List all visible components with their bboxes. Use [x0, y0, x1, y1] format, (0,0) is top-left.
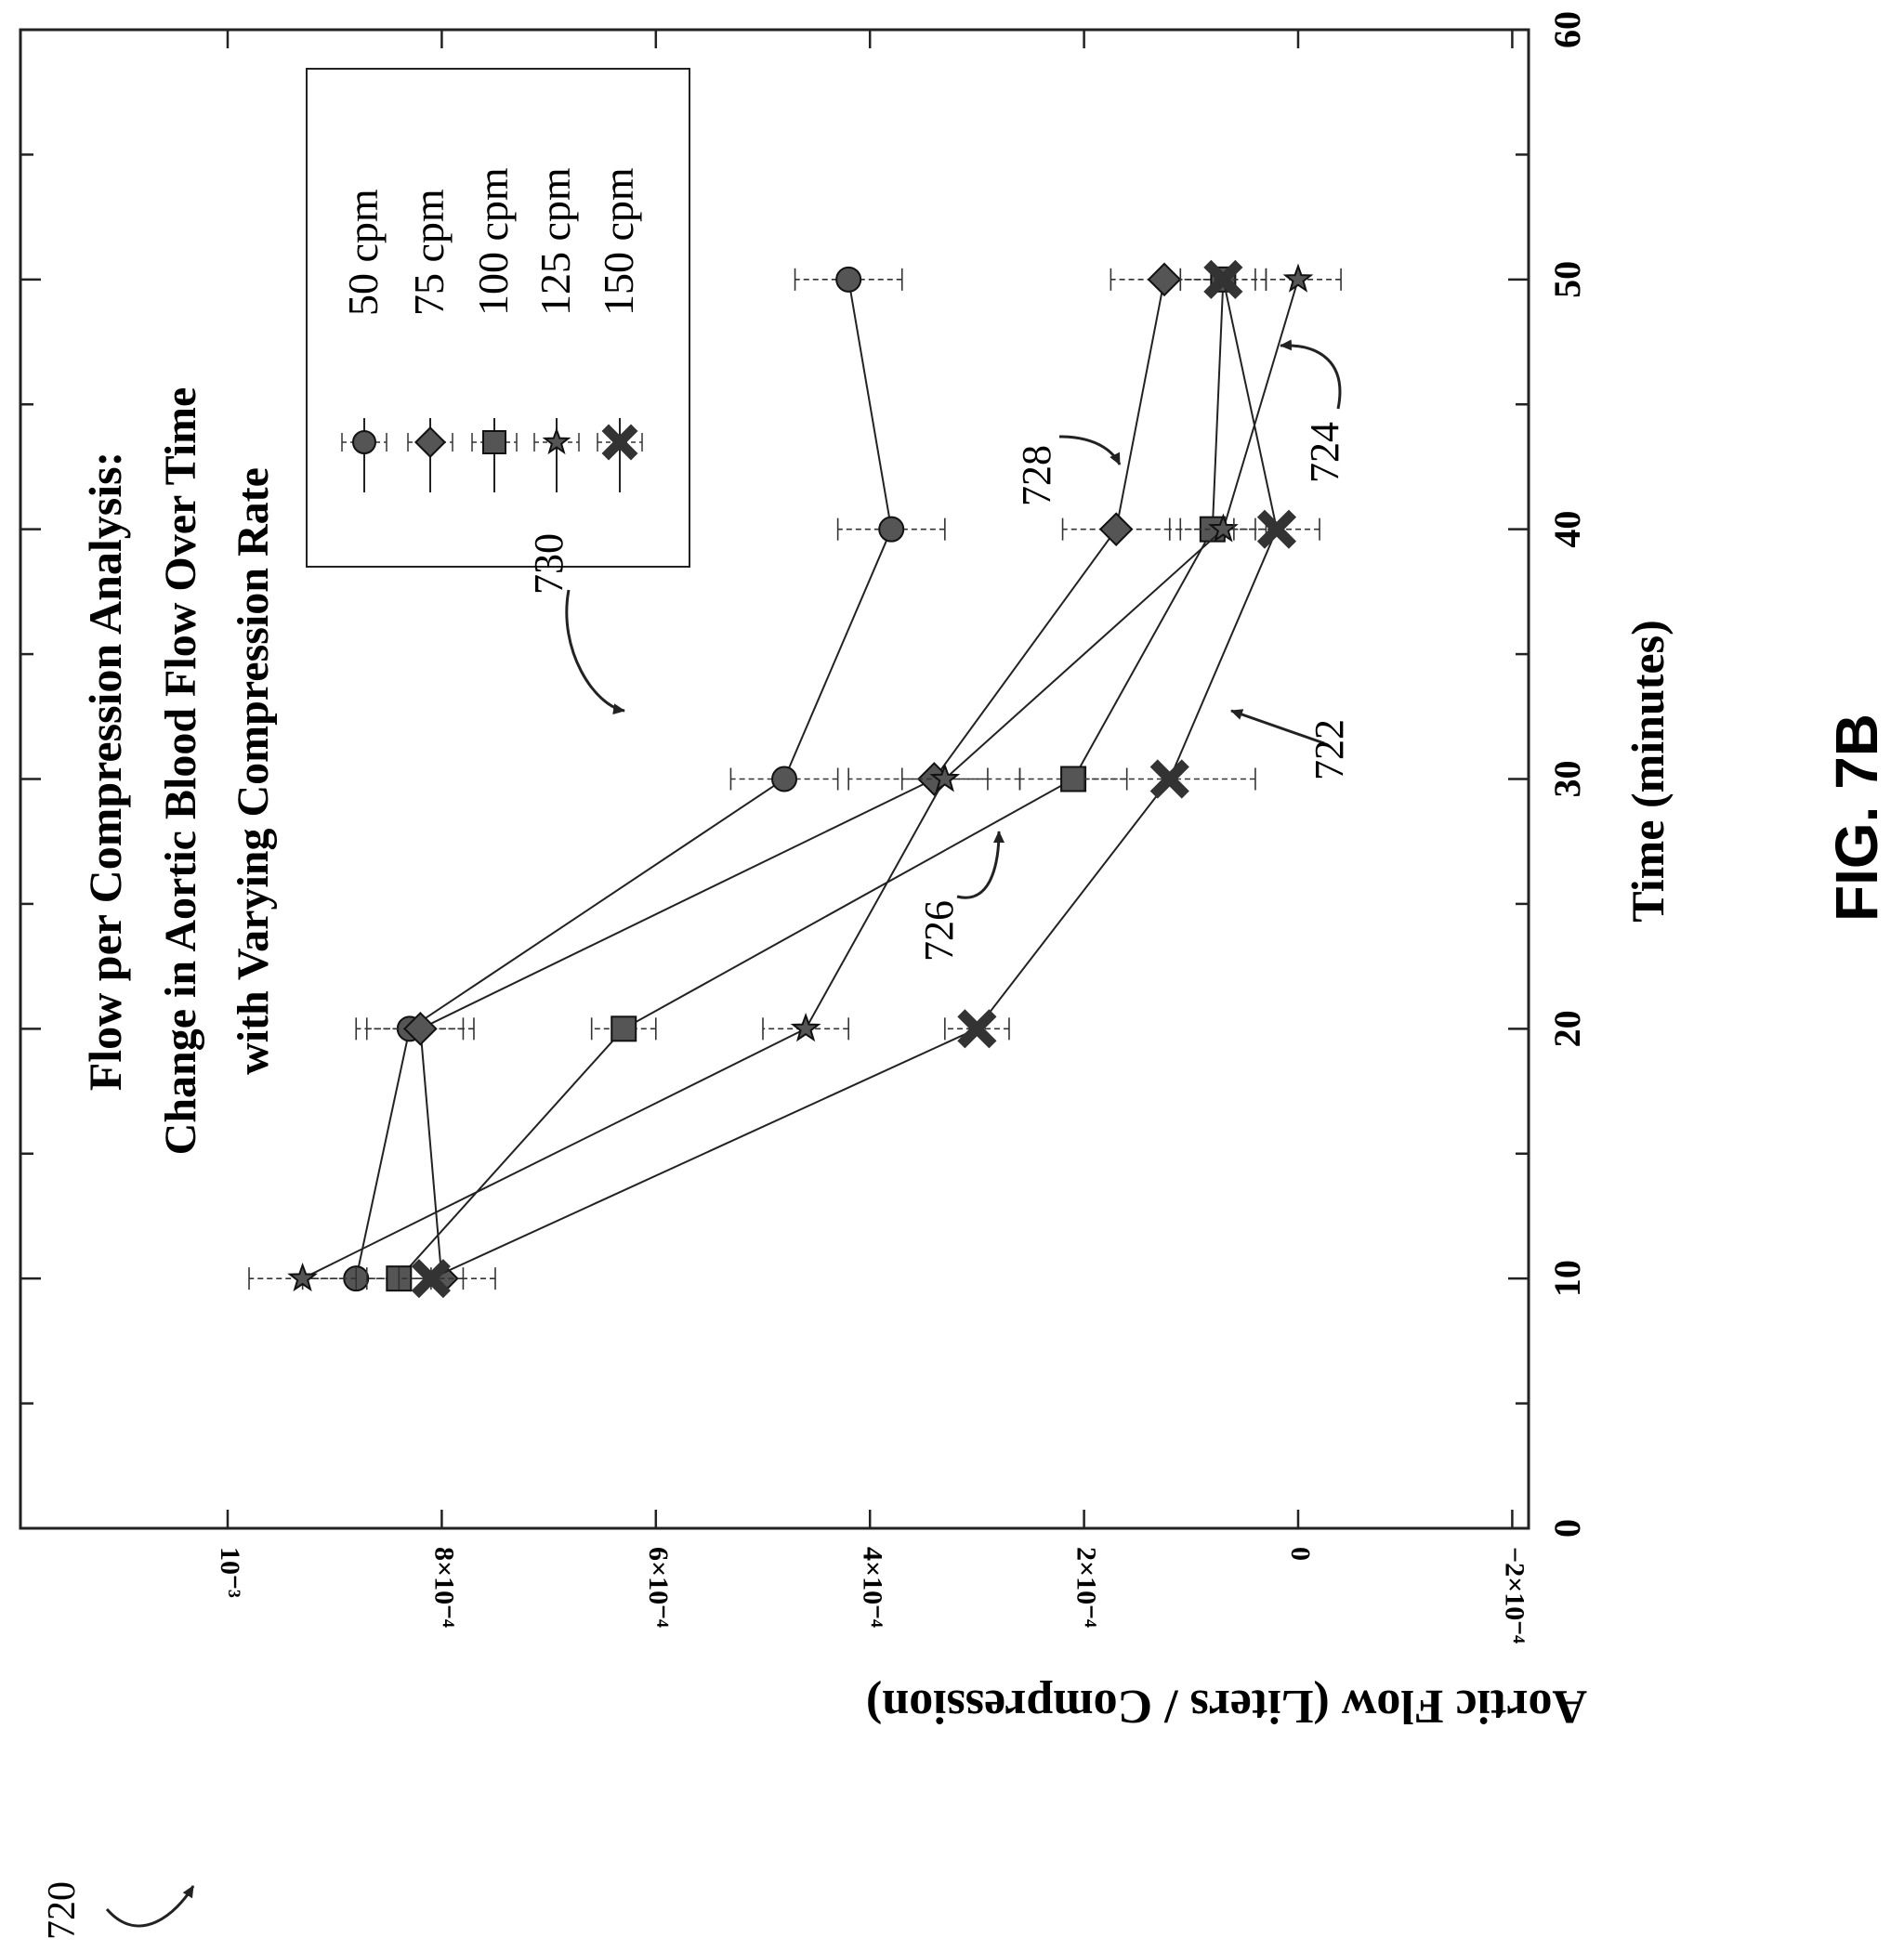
- legend-item-100-cpm: 100 cpm: [469, 167, 518, 492]
- y-tick-label: 10⁻³: [215, 1547, 245, 1598]
- x-tick-label: 60: [1546, 11, 1588, 48]
- annotation-722: 722: [1307, 719, 1352, 780]
- x-tick-label: 10: [1546, 1260, 1588, 1297]
- point-125-cpm: [1282, 263, 1314, 293]
- point-125-cpm: [287, 1262, 318, 1292]
- series-group: [248, 259, 1342, 1299]
- y-tick-label: 6×10⁻⁴: [643, 1547, 674, 1628]
- annotation-724: 724: [1302, 422, 1347, 483]
- point-50-cpm: [771, 766, 798, 792]
- legend-label-75-cpm: 75 cpm: [405, 189, 453, 316]
- legend-label-100-cpm: 100 cpm: [469, 167, 517, 316]
- figure-number: FIG. 7B: [1823, 714, 1890, 922]
- series-150-cpm: [398, 259, 1320, 1299]
- y-tick-label: 0: [1285, 1547, 1316, 1561]
- leader-arrow-722: [1230, 709, 1325, 745]
- chart-subtitle-line-1: Change in Aortic Blood Flow Over Time: [156, 387, 205, 1156]
- x-tick-label: 40: [1546, 511, 1588, 548]
- legend-marker-100-cpm: [482, 430, 506, 454]
- point-75-cpm: [1147, 262, 1182, 297]
- leader-arrow-726: [956, 831, 1005, 899]
- chart-subtitle-line-2: with Varying Compression Rate: [229, 467, 278, 1075]
- point-125-cpm: [1208, 513, 1239, 543]
- leader-arrow-724: [1280, 339, 1342, 410]
- y-tick-label: −2×10⁻⁴: [1500, 1547, 1530, 1643]
- legend-marker-150-cpm: [601, 424, 638, 461]
- x-axis-title: Time (minutes): [1622, 620, 1674, 922]
- point-100-cpm: [611, 1015, 637, 1042]
- point-100-cpm: [1060, 766, 1087, 792]
- leader-arrow-728: [1058, 435, 1122, 465]
- legend-item-50-cpm: 50 cpm: [339, 189, 387, 492]
- annotation-730: 730: [526, 533, 571, 595]
- point-150-cpm: [1256, 509, 1297, 549]
- leader-arrow-730: [565, 589, 625, 715]
- reference-arrow-720: [105, 1885, 195, 1928]
- figure-reference-720: 720: [41, 1881, 84, 1940]
- legend: 50 cpm 75 cpm 100 cpm 125 cpm 150 cpm: [339, 167, 643, 492]
- annotation-728: 728: [1014, 445, 1059, 506]
- y-tick-label: 4×10⁻⁴: [857, 1547, 887, 1628]
- point-150-cpm: [411, 1259, 451, 1299]
- legend-marker-125-cpm: [542, 426, 571, 455]
- title-block: Flow per Compression Analysis:: [79, 452, 131, 1092]
- point-50-cpm: [835, 266, 862, 293]
- point-50-cpm: [878, 516, 905, 543]
- legend-item-150-cpm: 150 cpm: [595, 167, 643, 492]
- legend-item-75-cpm: 75 cpm: [405, 189, 453, 492]
- point-150-cpm: [1203, 259, 1243, 299]
- y-axis-title: Aortic Flow (Liters / Compression): [866, 1680, 1587, 1733]
- annotation-726: 726: [916, 900, 962, 962]
- legend-label-50-cpm: 50 cpm: [339, 189, 387, 316]
- x-tick-label: 30: [1546, 761, 1588, 798]
- legend-box: [306, 68, 690, 568]
- point-125-cpm: [929, 763, 961, 792]
- legend-marker-50-cpm: [352, 430, 376, 454]
- point-125-cpm: [790, 1013, 821, 1042]
- legend-marker-75-cpm: [414, 426, 447, 459]
- y-tick-label: 2×10⁻⁴: [1071, 1547, 1102, 1628]
- x-tick-label: 0: [1546, 1519, 1588, 1538]
- y-tick-label: 8×10⁻⁴: [429, 1547, 460, 1628]
- x-tick-label: 20: [1546, 1010, 1588, 1047]
- series-125-cpm: [248, 263, 1342, 1292]
- legend-label-150-cpm: 150 cpm: [595, 167, 642, 316]
- point-75-cpm: [1098, 512, 1134, 546]
- axis-ticks: 0 10 20 30 40 50 60 10⁻³ 8×10⁻⁴ 6×10⁻⁴ 4×10⁻⁴ 2×10⁻…: [20, 11, 1588, 1643]
- legend-label-125-cpm: 125 cpm: [532, 167, 579, 316]
- chart-title: Flow per Compression Analysis:: [79, 452, 131, 1092]
- x-tick-label: 50: [1546, 261, 1588, 298]
- legend-item-125-cpm: 125 cpm: [532, 167, 580, 492]
- point-150-cpm: [1149, 759, 1189, 799]
- point-150-cpm: [957, 1009, 997, 1049]
- point-75-cpm: [403, 1012, 438, 1046]
